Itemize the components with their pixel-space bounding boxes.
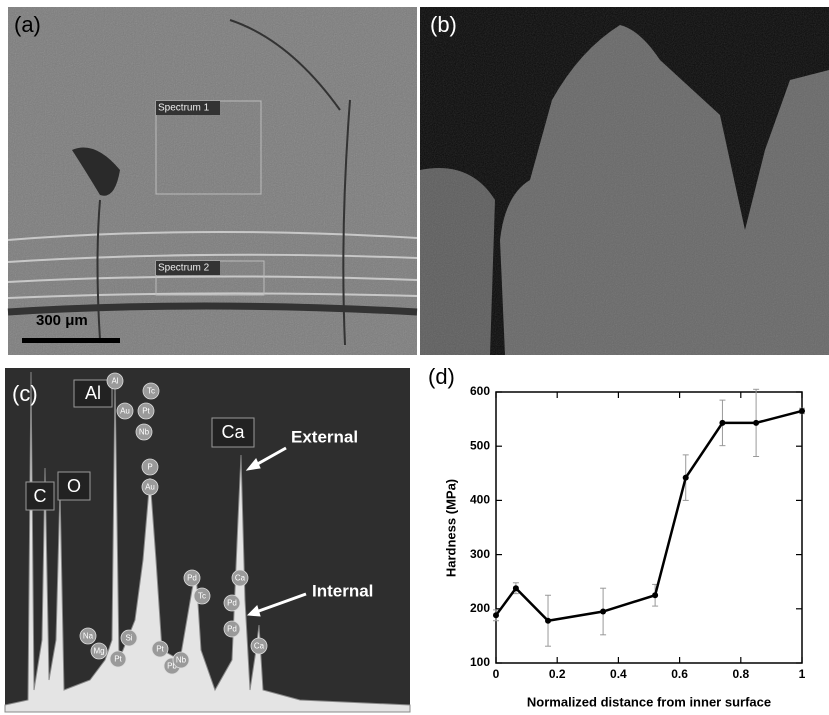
peak-marker: Nb	[173, 652, 189, 668]
peak-marker: Tc	[194, 588, 210, 604]
x-tick-label: 0.8	[732, 667, 749, 681]
data-point	[600, 609, 606, 615]
y-tick-label: 200	[470, 601, 490, 615]
y-tick-label: 100	[470, 655, 490, 669]
peak-marker: Ca	[251, 638, 267, 654]
data-point	[719, 420, 725, 426]
panel-a: Spectrum 1 Spectrum 2 300 μm (a)	[8, 7, 417, 355]
marker-label: Ca	[235, 574, 246, 583]
data-point	[545, 618, 551, 624]
peak-marker: Pt	[110, 651, 126, 667]
marker-label: Pt	[142, 407, 150, 416]
peak-marker: Nb	[136, 424, 152, 440]
scale-bar	[22, 338, 120, 343]
x-tick-label: 1	[799, 667, 806, 681]
peak-marker: Si	[121, 630, 137, 646]
data-point	[652, 592, 658, 598]
x-tick-label: 0.6	[671, 667, 688, 681]
peak-marker: Al	[107, 373, 123, 389]
peak-marker: Ca	[232, 570, 248, 586]
scale-bar-label: 300 μm	[36, 312, 88, 329]
marker-label: Na	[83, 632, 94, 641]
texture	[420, 7, 829, 355]
peak-marker: Pt	[138, 403, 154, 419]
marker-label: P	[147, 463, 152, 472]
peak-marker: Mg	[91, 643, 107, 659]
x-tick-label: 0.4	[610, 667, 627, 681]
peak-marker: Pd	[224, 595, 240, 611]
peak-marker: Pd	[224, 621, 240, 637]
panel-label: (c)	[12, 381, 38, 406]
marker-label: Pd	[227, 625, 237, 634]
marker-label: Mg	[93, 647, 104, 656]
panel-label: (b)	[430, 12, 457, 37]
data-point	[683, 475, 689, 481]
y-tick-label: 500	[470, 438, 490, 452]
panel-label: (a)	[14, 12, 41, 37]
annotation: Internal	[312, 581, 373, 600]
data-point	[753, 420, 759, 426]
panel-c: (c) Al Ca C O External Internal Al Au Tc Pt…	[5, 368, 410, 712]
data-point	[513, 585, 519, 591]
marker-label: Pd	[227, 599, 237, 608]
x-tick-label: 0	[493, 667, 500, 681]
y-tick-label: 300	[470, 547, 490, 561]
marker-label: Tc	[198, 592, 206, 601]
marker-label: Nb	[139, 428, 150, 437]
peak-marker: Au	[142, 479, 158, 495]
marker-label: Si	[125, 634, 132, 643]
peak-marker: Au	[117, 403, 133, 419]
y-axis-label: Hardness (MPa)	[443, 479, 458, 577]
spectrum-label: Spectrum 2	[158, 263, 210, 274]
marker-label: Pd	[187, 574, 197, 583]
marker-label: Au	[145, 483, 155, 492]
marker-label: Pt	[114, 655, 122, 664]
spectrum-label: Spectrum 1	[158, 103, 210, 114]
marker-label: Al	[111, 377, 118, 386]
peak-marker: P	[142, 459, 158, 475]
data-point	[799, 408, 805, 414]
annotation: External	[291, 427, 358, 446]
element-label: Ca	[221, 422, 245, 442]
peak-marker: Na	[80, 628, 96, 644]
spectrum-bg	[5, 368, 410, 712]
marker-label: Nb	[176, 656, 187, 665]
marker-label: Tc	[147, 387, 155, 396]
peak-marker: Pd	[184, 570, 200, 586]
x-axis-label: Normalized distance from inner surface	[527, 694, 771, 709]
marker-label: Ca	[254, 642, 265, 651]
peak-marker: Tc	[143, 383, 159, 399]
x-tick-label: 0.2	[549, 667, 566, 681]
panel-d: (d) Normalized distance from inner surfa…	[428, 364, 806, 710]
y-tick-label: 600	[470, 384, 490, 398]
element-label: Al	[85, 383, 101, 403]
peak-marker: Pt	[152, 641, 168, 657]
element-label: C	[34, 486, 47, 506]
panel-b: (b)	[420, 7, 829, 355]
figure: Spectrum 1 Spectrum 2 300 μm (a) (b) (c)…	[0, 0, 829, 715]
element-label: O	[67, 476, 81, 496]
panel-label: (d)	[428, 364, 455, 389]
marker-label: Pt	[156, 645, 164, 654]
data-point	[493, 612, 499, 618]
y-tick-label: 400	[470, 493, 490, 507]
marker-label: Au	[120, 407, 130, 416]
